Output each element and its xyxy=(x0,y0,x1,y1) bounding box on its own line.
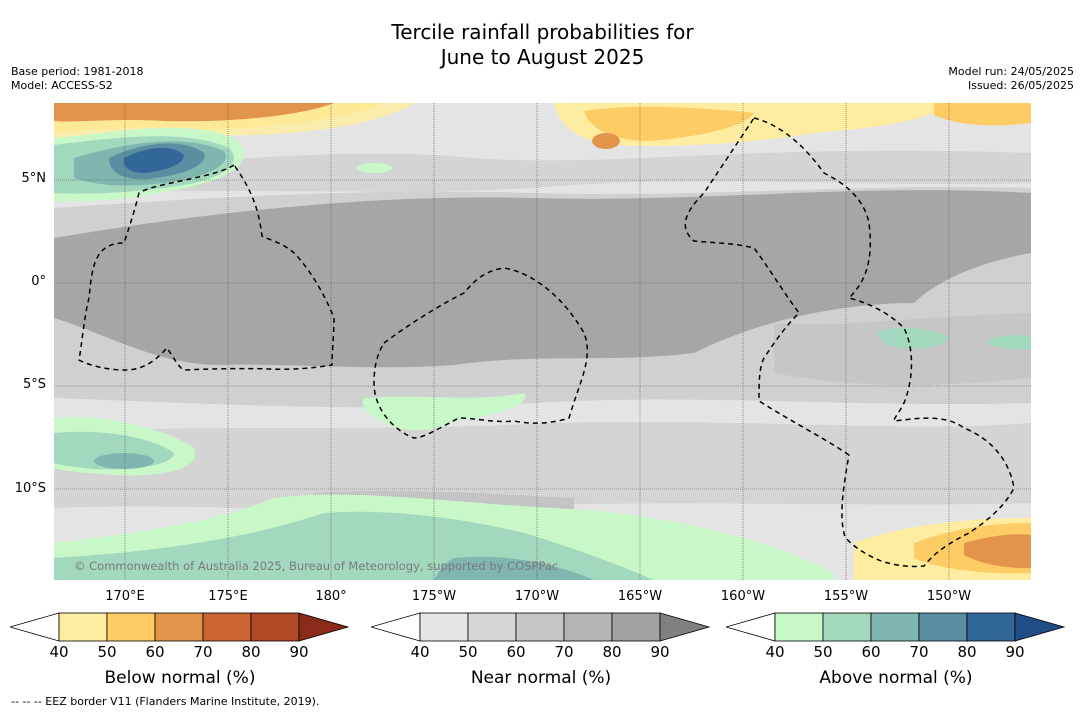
below-normal-north-central-core xyxy=(592,133,620,149)
above-tick-40: 40 xyxy=(765,643,785,661)
above-normal-southwest-core xyxy=(94,453,154,469)
near-normal-band-main xyxy=(54,190,1031,368)
lon-label-165w: 165°W xyxy=(617,589,663,604)
near-normal-band-south xyxy=(54,421,1031,510)
colorbar-near-swatch-1 xyxy=(419,612,469,642)
copyright-text: © Commonwealth of Australia 2025, Bureau… xyxy=(74,559,559,573)
colorbar-near-swatch-5 xyxy=(611,612,661,642)
colorbar-above-swatch-4 xyxy=(918,612,968,642)
near-tick-80: 80 xyxy=(602,643,622,661)
title-line-2: June to August 2025 xyxy=(440,45,645,69)
lat-label-0: 0° xyxy=(31,274,46,289)
lon-label-150w: 150°W xyxy=(926,589,972,604)
above-normal-south-central xyxy=(362,393,526,431)
above-tick-90: 90 xyxy=(1005,643,1025,661)
above-tick-60: 60 xyxy=(861,643,881,661)
colorbar-above-swatch-2 xyxy=(822,612,872,642)
above-tick-80: 80 xyxy=(957,643,977,661)
below-normal-northwest-core xyxy=(54,103,334,122)
colorbar-above-swatch-5 xyxy=(966,612,1016,642)
near-tick-90: 90 xyxy=(650,643,670,661)
colorbar-below-swatch-1 xyxy=(58,612,108,642)
colorbar-below-title: Below normal (%) xyxy=(104,668,256,688)
near-tick-60: 60 xyxy=(506,643,526,661)
colorbar-above-title: Above normal (%) xyxy=(819,668,973,688)
below-normal-north-central-mid xyxy=(584,106,754,141)
lat-label-5n: 5°N xyxy=(21,171,47,186)
colorbar-below-arrow-left xyxy=(10,612,60,642)
lon-label-170e: 170°E xyxy=(105,589,145,604)
below-tick-70: 70 xyxy=(193,643,213,661)
near-tick-70: 70 xyxy=(554,643,574,661)
above-tick-70: 70 xyxy=(909,643,929,661)
colorbar-below-swatch-2 xyxy=(106,612,156,642)
near-normal-patch-east xyxy=(774,313,1031,385)
colorbar-near-arrow-left xyxy=(371,612,421,642)
lon-label-180: 180° xyxy=(315,589,347,604)
colorbar-below-arrow-right xyxy=(298,612,350,642)
near-tick-40: 40 xyxy=(410,643,430,661)
above-normal-east-patch xyxy=(878,327,949,349)
colorbar-above-swatch-1 xyxy=(774,612,824,642)
below-tick-90: 90 xyxy=(289,643,309,661)
colorbar-above-swatch-3 xyxy=(870,612,920,642)
title-line-1: Tercile rainfall probabilities for xyxy=(391,20,694,44)
lon-label-175w: 175°W xyxy=(411,589,457,604)
lon-label-155w: 155°W xyxy=(823,589,869,604)
issued-date: Issued: 26/05/2025 xyxy=(967,79,1074,92)
probability-map xyxy=(54,103,1031,580)
lon-label-160w: 160°W xyxy=(720,589,766,604)
colorbar-near-title: Near normal (%) xyxy=(470,668,612,688)
above-normal-northwest-max xyxy=(123,147,184,173)
colorbar-near-swatch-3 xyxy=(515,612,565,642)
below-tick-60: 60 xyxy=(145,643,165,661)
gridlines xyxy=(54,103,1031,580)
colorbar-below-normal xyxy=(10,612,350,642)
model-name: Model: ACCESS-S2 xyxy=(11,79,113,92)
eez-borders xyxy=(78,117,1015,568)
colorbar-above-normal xyxy=(726,612,1066,642)
below-tick-80: 80 xyxy=(241,643,261,661)
above-normal-east-edge xyxy=(989,335,1031,350)
near-normal-band-north xyxy=(54,150,1031,198)
below-normal-southeast-core xyxy=(964,534,1031,569)
lon-label-170w: 170°W xyxy=(514,589,560,604)
colorbar-near-swatch-4 xyxy=(563,612,613,642)
map-title: Tercile rainfall probabilities for June … xyxy=(0,20,1085,70)
colorbar-above-arrow-right xyxy=(1014,612,1066,642)
below-tick-50: 50 xyxy=(97,643,117,661)
colorbar-below-swatch-4 xyxy=(202,612,252,642)
meta-left: Base period: 1981-2018 Model: ACCESS-S2 xyxy=(11,65,143,93)
lat-label-5s: 5°S xyxy=(22,377,46,392)
meta-right: Model run: 24/05/2025 Issued: 26/05/2025 xyxy=(948,65,1074,93)
model-run: Model run: 24/05/2025 xyxy=(948,65,1074,78)
colorbar-below-swatch-5 xyxy=(250,612,300,642)
near-tick-50: 50 xyxy=(458,643,478,661)
lat-label-10s: 10°S xyxy=(14,481,46,496)
colorbar-near-normal xyxy=(371,612,711,642)
base-period: Base period: 1981-2018 xyxy=(11,65,144,78)
colorbar-near-arrow-right xyxy=(659,612,711,642)
above-normal-small-patch xyxy=(356,163,392,173)
above-normal-south-core xyxy=(434,556,594,580)
colorbar-near-swatch-2 xyxy=(467,612,517,642)
below-normal-northeast xyxy=(934,103,1031,126)
colorbar-above-arrow-left xyxy=(726,612,776,642)
below-tick-40: 40 xyxy=(49,643,69,661)
colorbar-below-swatch-3 xyxy=(154,612,204,642)
eez-footnote: -- -- -- EEZ border V11 (Flanders Marine… xyxy=(11,695,320,708)
above-tick-50: 50 xyxy=(813,643,833,661)
lon-label-175e: 175°E xyxy=(208,589,248,604)
